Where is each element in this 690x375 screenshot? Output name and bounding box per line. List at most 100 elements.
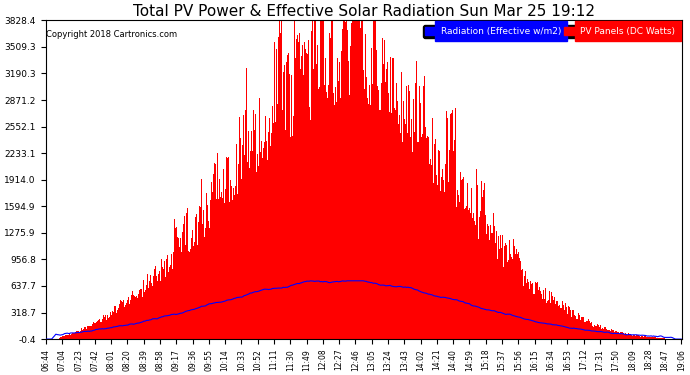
Title: Total PV Power & Effective Solar Radiation Sun Mar 25 19:12: Total PV Power & Effective Solar Radiati… (132, 4, 595, 19)
Bar (551, 292, 552, 339)
Bar (526, 279, 528, 339)
Bar (67, 335, 68, 339)
Bar (159, 281, 161, 339)
Bar (518, 252, 519, 339)
Bar (604, 327, 605, 339)
Bar (411, 119, 412, 339)
Bar (497, 259, 498, 339)
Bar (184, 216, 185, 339)
Bar (461, 194, 462, 339)
Bar (107, 315, 108, 339)
Bar (310, 86, 311, 339)
Bar (504, 243, 506, 339)
Bar (455, 108, 456, 339)
Bar (286, 62, 287, 339)
Bar (283, 72, 284, 339)
Bar (364, 89, 365, 339)
Bar (459, 202, 460, 339)
Bar (267, 160, 268, 339)
Bar (638, 335, 639, 339)
Bar (334, 105, 335, 339)
Bar (317, 45, 318, 339)
Bar (463, 177, 464, 339)
Bar (145, 290, 146, 339)
Bar (271, 134, 273, 339)
Bar (91, 326, 92, 339)
Bar (224, 203, 225, 339)
Bar (389, 112, 390, 339)
Bar (125, 303, 126, 339)
Bar (212, 192, 213, 339)
Bar (115, 306, 116, 339)
Bar (412, 152, 413, 339)
Bar (458, 195, 459, 339)
Bar (488, 224, 489, 339)
Bar (148, 288, 149, 339)
Bar (351, 23, 352, 339)
Bar (589, 322, 591, 339)
Bar (319, 17, 320, 339)
Bar (426, 138, 427, 339)
Bar (651, 337, 652, 339)
Bar (428, 138, 429, 339)
Bar (465, 208, 466, 339)
Bar (329, 33, 330, 339)
Bar (567, 314, 569, 339)
Bar (615, 331, 616, 339)
Bar (433, 183, 434, 339)
Bar (143, 279, 144, 339)
Bar (179, 246, 180, 339)
Bar (336, 102, 337, 339)
Bar (194, 242, 195, 339)
Bar (289, 74, 290, 339)
Bar (98, 320, 99, 339)
Bar (247, 162, 248, 339)
Bar (141, 297, 143, 339)
Bar (566, 312, 567, 339)
Bar (406, 86, 407, 339)
Bar (562, 308, 564, 339)
Bar (480, 211, 481, 339)
Bar (88, 326, 89, 339)
Bar (103, 321, 104, 339)
Bar (569, 307, 570, 339)
Bar (522, 270, 524, 339)
Bar (325, 58, 326, 339)
Bar (68, 335, 69, 339)
Bar (77, 331, 78, 339)
Bar (462, 179, 463, 339)
Bar (537, 279, 538, 339)
Bar (382, 38, 383, 339)
Bar (231, 186, 233, 339)
Bar (181, 232, 183, 339)
Bar (315, 17, 316, 339)
Bar (288, 117, 289, 339)
Bar (525, 271, 526, 339)
Bar (193, 246, 194, 339)
Bar (322, 17, 323, 339)
Bar (629, 335, 630, 339)
Bar (625, 333, 627, 339)
Bar (111, 315, 112, 339)
Bar (403, 100, 404, 339)
Bar (320, 17, 321, 339)
Bar (623, 333, 624, 339)
Bar (85, 328, 86, 339)
Bar (326, 92, 327, 339)
Bar (470, 202, 471, 339)
Bar (447, 118, 448, 339)
Bar (161, 260, 162, 339)
Bar (333, 93, 334, 339)
Bar (557, 302, 558, 339)
Bar (123, 300, 124, 339)
Bar (316, 64, 317, 339)
Bar (213, 199, 215, 339)
Bar (295, 58, 296, 339)
Bar (114, 306, 115, 339)
Bar (175, 228, 176, 339)
Bar (410, 137, 411, 339)
Bar (381, 83, 382, 339)
Legend: Radiation (Effective w/m2), PV Panels (DC Watts): Radiation (Effective w/m2), PV Panels (D… (423, 25, 677, 38)
Bar (575, 317, 576, 339)
Bar (332, 17, 333, 339)
